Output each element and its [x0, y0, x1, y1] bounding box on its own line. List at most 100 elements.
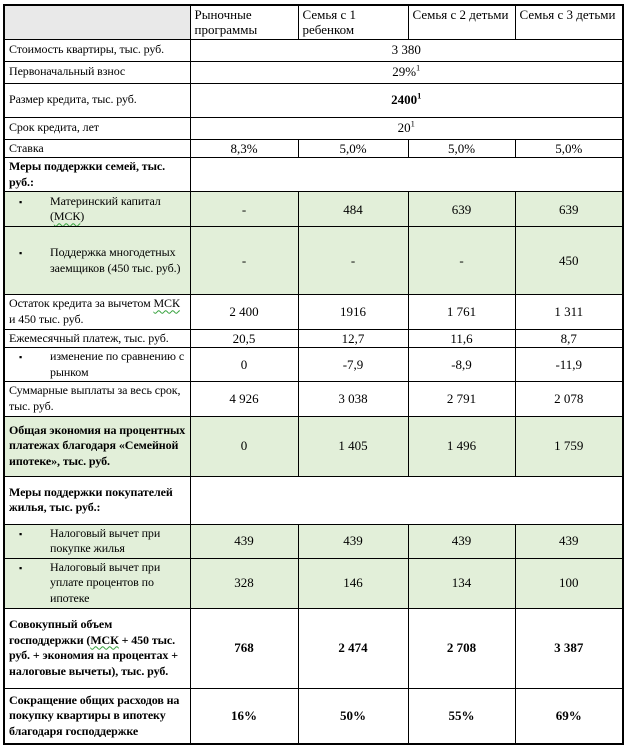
value-cell: 1 759	[514, 415, 624, 477]
row-label-cell: Общая экономия на процентных платежах бл…	[3, 415, 191, 477]
merged-value-cell: 29%1	[189, 60, 624, 84]
table-row: ▪ изменение по сравнению с рынком 0 -7,9 -8,…	[3, 347, 624, 383]
value-cell: 639	[514, 191, 624, 228]
value-cell: 328	[189, 557, 299, 609]
value-cell: 5,0%	[514, 138, 624, 159]
value-cell: 134	[407, 557, 516, 609]
row-label-cell: Сокращение общих расходов на покупку ква…	[3, 687, 191, 745]
value-cell: 450	[514, 226, 624, 296]
header-row: Рыночные программы Семья с 1 ребенком Семь…	[3, 4, 624, 40]
row-label-cell: Ставка	[3, 138, 191, 159]
value-cell: 3 387	[514, 607, 624, 689]
value-cell: -	[407, 226, 516, 296]
value-cell: 2 474	[297, 607, 409, 689]
table-body: Стоимость квартиры, тыс. руб. 3 380 Первон…	[3, 38, 624, 745]
table-row: Размер кредита, тыс. руб. 24001	[3, 82, 624, 118]
row-label-cell: Совокупный объем господдержки (МСК + 450…	[3, 607, 191, 689]
value-cell: 5,0%	[407, 138, 516, 159]
column-header: Семья с 1 ребенком	[297, 4, 409, 40]
footnote-marker: 1	[410, 119, 415, 130]
value-cell: 439	[189, 523, 299, 559]
square-bullet-icon: ▪	[19, 196, 23, 207]
value-cell: 439	[514, 523, 624, 559]
table-header: Рыночные программы Семья с 1 ребенком Семь…	[3, 4, 624, 40]
merged-value-cell: 3 380	[189, 38, 624, 62]
row-label-cell: Ежемесячный платеж, тыс. руб.	[3, 328, 191, 349]
row-label-cell: ▪ Налоговый вычет при покупке жилья	[3, 523, 191, 559]
value-cell: -11,9	[514, 347, 624, 383]
column-header: Семья с 3 детьми	[514, 4, 624, 40]
value-cell: 20,5	[189, 328, 299, 349]
table-row: Ставка 8,3% 5,0% 5,0% 5,0%	[3, 138, 624, 159]
merged-value-cell: 24001	[189, 82, 624, 118]
value-cell: -	[189, 191, 299, 228]
merged-value-cell	[189, 157, 624, 193]
mortgage-support-comparison-table: Рыночные программы Семья с 1 ребенком Семь…	[3, 4, 624, 746]
spellcheck-squiggle: МСК	[90, 632, 119, 647]
value-cell: 1916	[297, 294, 409, 330]
table-row: Суммарные выплаты за весь срок, тыс. руб…	[3, 381, 624, 417]
row-label-cell: ▪ Материнский капитал (МСК)	[3, 191, 191, 228]
row-label-cell: Размер кредита, тыс. руб.	[3, 82, 191, 118]
value-cell: 1 311	[514, 294, 624, 330]
spellcheck-squiggle: МСК	[153, 296, 180, 311]
value-cell: 2 708	[407, 607, 516, 689]
footnote-marker: 1	[416, 63, 421, 74]
row-label-cell: ▪ Поддержка многодетных заемщиков (450 ты…	[3, 226, 191, 296]
value-cell: 768	[189, 607, 299, 689]
value-cell: 0	[189, 415, 299, 477]
square-bullet-icon: ▪	[19, 352, 23, 363]
footnote-marker: 1	[417, 91, 422, 102]
value-cell: 50%	[297, 687, 409, 745]
square-bullet-icon: ▪	[19, 248, 23, 259]
value-cell: 1 496	[407, 415, 516, 477]
value-cell: -	[297, 226, 409, 296]
table-row: Общая экономия на процентных платежах бл…	[3, 415, 624, 477]
value-cell: -	[189, 226, 299, 296]
table-row: Стоимость квартиры, тыс. руб. 3 380	[3, 38, 624, 62]
table-row: Остаток кредита за вычетом МСК и 450 тыс…	[3, 294, 624, 330]
column-header: Рыночные программы	[189, 4, 299, 40]
value-cell: 55%	[407, 687, 516, 745]
square-bullet-icon: ▪	[19, 562, 23, 573]
table-row: Совокупный объем господдержки (МСК + 450…	[3, 607, 624, 689]
table-row: ▪ Поддержка многодетных заемщиков (450 ты…	[3, 226, 624, 296]
table-row: Меры поддержки покупателей жилья, тыс. р…	[3, 475, 624, 525]
value-cell: 5,0%	[297, 138, 409, 159]
table-row: ▪ Материнский капитал (МСК) -484 639 639	[3, 191, 624, 228]
table-row: Срок кредита, лет 201	[3, 116, 624, 140]
row-label-cell: ▪ изменение по сравнению с рынком	[3, 347, 191, 383]
value-cell: 0	[189, 347, 299, 383]
merged-value-cell: 201	[189, 116, 624, 140]
value-cell: 439	[297, 523, 409, 559]
row-label-cell: ▪ Налоговый вычет при уплате процентов по…	[3, 557, 191, 609]
value-cell: 639	[407, 191, 516, 228]
table-row: ▪ Налоговый вычет при покупке жилья 439 439…	[3, 523, 624, 559]
row-label-cell: Меры поддержки семей, тыс. руб.:	[3, 157, 191, 193]
row-label-cell: Стоимость квартиры, тыс. руб.	[3, 38, 191, 62]
value-cell: 2 400	[189, 294, 299, 330]
value-cell: 12,7	[297, 328, 409, 349]
row-label-cell: Суммарные выплаты за весь срок, тыс. руб…	[3, 381, 191, 417]
corner-header-cell	[3, 4, 191, 40]
column-header: Семья с 2 детьми	[407, 4, 516, 40]
row-label-cell: Первоначальный взнос	[3, 60, 191, 84]
value-cell: 4 926	[189, 381, 299, 417]
row-label-cell: Остаток кредита за вычетом МСК и 450 тыс…	[3, 294, 191, 330]
table-row: Ежемесячный платеж, тыс. руб. 20,5 12,7 11,…	[3, 328, 624, 349]
value-cell: 8,7	[514, 328, 624, 349]
value-cell: 8,3%	[189, 138, 299, 159]
table-row: Меры поддержки семей, тыс. руб.:	[3, 157, 624, 193]
table-row: Сокращение общих расходов на покупку ква…	[3, 687, 624, 745]
value-cell: -8,9	[407, 347, 516, 383]
value-cell: 16%	[189, 687, 299, 745]
spellcheck-squiggle: МСК	[53, 209, 81, 224]
row-label-cell: Меры поддержки покупателей жилья, тыс. р…	[3, 475, 191, 525]
value-cell: -7,9	[297, 347, 409, 383]
value-cell: 2 791	[407, 381, 516, 417]
value-cell: 2 078	[514, 381, 624, 417]
value-cell: 69%	[514, 687, 624, 745]
table-row: ▪ Налоговый вычет при уплате процентов по…	[3, 557, 624, 609]
value-cell: 1 405	[297, 415, 409, 477]
